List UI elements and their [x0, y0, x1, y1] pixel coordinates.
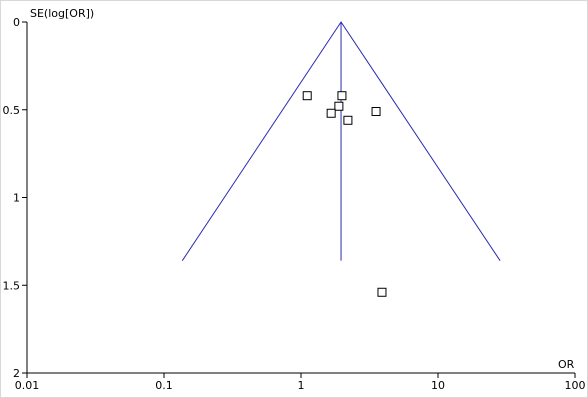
x-tick-label: 10 — [431, 379, 445, 392]
study-point — [377, 287, 387, 297]
y-tick-label: 0 — [13, 16, 20, 29]
x-tick-label: 1 — [298, 379, 305, 392]
study-point — [371, 107, 381, 117]
x-tick-label: 100 — [565, 379, 586, 392]
x-tick-label: 0.01 — [15, 379, 40, 392]
y-axis-label: SE(log[OR]) — [30, 7, 94, 20]
study-point — [302, 91, 312, 101]
x-tick-label: 0.1 — [155, 379, 173, 392]
study-point — [343, 115, 353, 125]
y-tick-label: 1.5 — [3, 279, 21, 292]
y-tick-label: 0.5 — [3, 104, 21, 117]
study-point — [334, 101, 344, 111]
study-point — [326, 108, 336, 118]
y-tick-label: 2 — [13, 367, 20, 380]
study-point — [337, 91, 347, 101]
y-tick-label: 1 — [13, 192, 20, 205]
x-axis-label: OR — [558, 358, 575, 371]
